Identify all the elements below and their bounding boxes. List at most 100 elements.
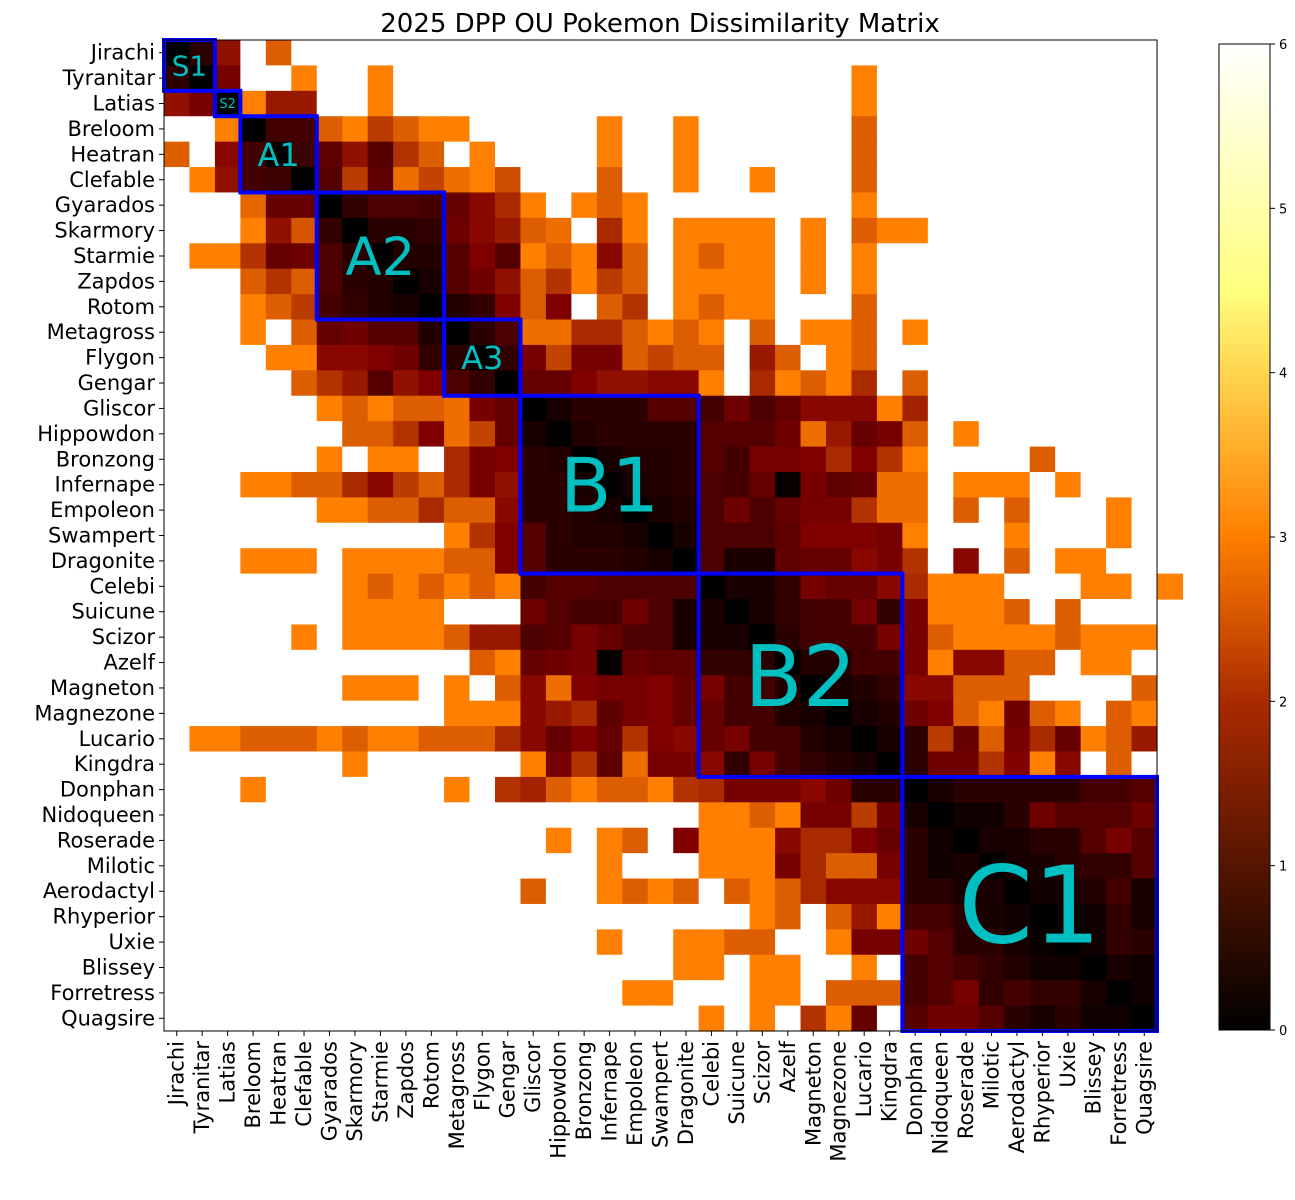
heatmap-cell	[800, 141, 827, 168]
x-tick-label: Rhyperior	[1030, 1041, 1054, 1144]
heatmap-cell	[367, 980, 394, 1007]
heatmap-cell	[596, 395, 623, 422]
heatmap-cell	[393, 268, 420, 295]
heatmap-cell	[622, 65, 649, 92]
heatmap-cell	[214, 395, 241, 422]
heatmap-cell	[164, 751, 191, 778]
heatmap-cell	[775, 192, 802, 219]
heatmap-cell	[342, 751, 369, 778]
heatmap-cell	[851, 243, 878, 270]
heatmap-cell	[927, 548, 954, 575]
heatmap-cell	[1080, 141, 1107, 168]
heatmap-cell	[189, 65, 216, 92]
heatmap-cell	[316, 446, 343, 473]
heatmap-cell	[469, 40, 496, 67]
heatmap-cell	[978, 649, 1005, 676]
heatmap-cell	[749, 980, 776, 1007]
heatmap-cell	[876, 827, 903, 854]
heatmap-cell	[495, 751, 522, 778]
heatmap-cell	[851, 421, 878, 448]
heatmap-cell	[291, 116, 318, 143]
heatmap-cell	[367, 751, 394, 778]
heatmap-cell	[189, 853, 216, 880]
y-tick-label: Celebi	[89, 574, 155, 598]
heatmap-cell	[342, 649, 369, 676]
heatmap-cell	[1106, 776, 1133, 803]
heatmap-cell	[240, 243, 267, 270]
heatmap-cell	[342, 700, 369, 727]
heatmap-cell	[800, 802, 827, 829]
heatmap-cell	[978, 319, 1005, 346]
heatmap-cell	[214, 726, 241, 753]
heatmap-cell	[214, 954, 241, 981]
heatmap-cell	[367, 319, 394, 346]
heatmap-cell	[265, 624, 292, 651]
heatmap-cell	[1080, 903, 1107, 930]
heatmap-cell	[698, 243, 725, 270]
heatmap-cell	[1106, 192, 1133, 219]
heatmap-cell	[596, 726, 623, 753]
x-tick-label: Bronzong	[572, 1041, 596, 1140]
heatmap-cell	[189, 878, 216, 905]
heatmap-cell	[189, 649, 216, 676]
heatmap-cell	[596, 751, 623, 778]
heatmap-cell	[978, 141, 1005, 168]
heatmap-cell	[240, 268, 267, 295]
heatmap-cell	[622, 90, 649, 117]
heatmap-cell	[902, 827, 929, 854]
heatmap-cell	[444, 1005, 471, 1032]
heatmap-cell	[367, 141, 394, 168]
heatmap-cell	[265, 649, 292, 676]
heatmap-cell	[876, 497, 903, 524]
heatmap-cell	[164, 573, 191, 600]
heatmap-cell	[214, 141, 241, 168]
heatmap-cell	[978, 980, 1005, 1007]
heatmap-cell	[622, 726, 649, 753]
heatmap-cell	[214, 192, 241, 219]
heatmap-cell	[749, 471, 776, 498]
heatmap-cell	[495, 903, 522, 930]
heatmap-cell	[520, 903, 547, 930]
heatmap-cell	[214, 675, 241, 702]
heatmap-cell	[444, 268, 471, 295]
heatmap-cell	[367, 65, 394, 92]
heatmap-cell	[520, 954, 547, 981]
heatmap-cell	[1004, 1005, 1031, 1032]
x-tick-label: Skarmory	[343, 1041, 367, 1142]
heatmap-cell	[1106, 344, 1133, 371]
heatmap-cell	[418, 649, 445, 676]
heatmap-cell	[724, 878, 751, 905]
heatmap-cell	[1055, 471, 1082, 498]
heatmap-cell	[978, 40, 1005, 67]
heatmap-cell	[342, 40, 369, 67]
heatmap-cell	[291, 370, 318, 397]
heatmap-cell	[571, 802, 598, 829]
heatmap-cell	[189, 954, 216, 981]
heatmap-cell	[495, 167, 522, 194]
heatmap-cell	[1106, 954, 1133, 981]
heatmap-cell	[545, 65, 572, 92]
heatmap-cell	[265, 929, 292, 956]
heatmap-cell	[164, 395, 191, 422]
heatmap-cell	[851, 700, 878, 727]
heatmap-cell	[545, 726, 572, 753]
heatmap-cell	[902, 344, 929, 371]
heatmap-cell	[1004, 370, 1031, 397]
heatmap-cell	[469, 776, 496, 803]
heatmap-cell	[647, 192, 674, 219]
heatmap-cell	[1131, 700, 1158, 727]
heatmap-cell	[673, 395, 700, 422]
heatmap-cell	[240, 192, 267, 219]
heatmap-cell	[571, 167, 598, 194]
heatmap-cell	[189, 167, 216, 194]
heatmap-cell	[214, 90, 241, 117]
heatmap-cell	[367, 344, 394, 371]
heatmap-cell	[1131, 599, 1158, 626]
heatmap-cell	[902, 1005, 929, 1032]
y-tick-label: Magneton	[50, 676, 155, 700]
heatmap-cell	[367, 675, 394, 702]
heatmap-cell	[622, 243, 649, 270]
heatmap-cell	[1004, 192, 1031, 219]
x-tick-label: Swampert	[649, 1041, 673, 1148]
heatmap-cell	[622, 192, 649, 219]
